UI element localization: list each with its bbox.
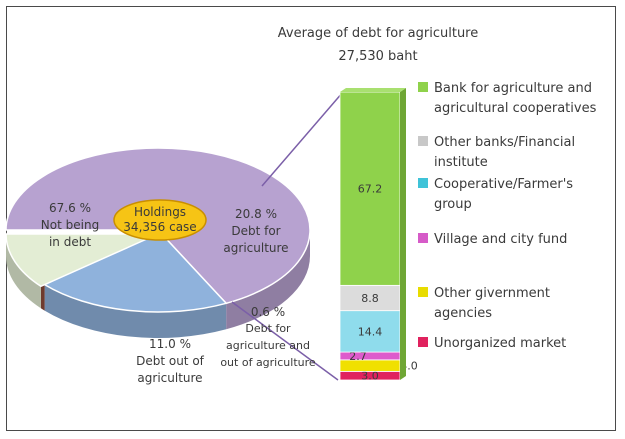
pie-side-not_debt: [226, 230, 310, 330]
chart-frame: [6, 6, 616, 431]
bar-label-0: 3.0: [361, 370, 379, 383]
pie-value-out: 11.0 %: [149, 337, 191, 351]
pie-value-not_debt: 67.6 %: [49, 201, 91, 215]
legend-swatch-2: [418, 178, 428, 188]
legend-swatch-0: [418, 82, 428, 92]
pie-label-out-2: agriculture: [137, 371, 202, 385]
legend-label-5-1: Unorganized market: [434, 336, 566, 351]
pie-center-oval: [113, 199, 207, 241]
legend-label-0-1: Bank for agriculture and: [434, 81, 592, 96]
pie-center-label-line2: 34,356 case: [123, 220, 196, 234]
bar-chart-title: Average of debt for agriculture: [278, 26, 478, 41]
bar-label-4: 8.8: [361, 292, 379, 305]
connector-line-top: [261, 91, 344, 187]
legend-label-0-2: agricultural cooperatives: [434, 101, 597, 116]
pie-label-not_debt-2: in debt: [49, 235, 91, 249]
pie-side-both: [40, 282, 45, 311]
legend-swatch-5: [418, 337, 428, 347]
legend-swatch-4: [418, 287, 428, 297]
bar-segment-4: [339, 284, 401, 312]
pie-label-both-3: out of agriculture: [220, 356, 316, 369]
legend-label-1-1: Other banks/Financial: [434, 135, 575, 150]
legend-label-2-1: Cooperative/Farmer's: [434, 177, 573, 192]
bar-label-3: 14.4: [358, 325, 383, 338]
pie-slice-out: [5, 233, 159, 288]
pie-label-both-1: Debt for: [245, 322, 291, 335]
pie-value-agri: 20.8 %: [235, 207, 277, 221]
legend-swatch-3: [418, 233, 428, 243]
connector-line-bottom: [231, 301, 339, 381]
legend-swatch-1: [418, 136, 428, 146]
pie-label-out-1: Debt out of: [136, 354, 205, 368]
bar-segment-5: [339, 91, 401, 286]
bar-top-face: [340, 88, 406, 92]
bar-chart-subtitle: 27,530 baht: [338, 49, 417, 64]
bar-legend: Bank for agriculture and agricultural coo…: [418, 81, 597, 351]
pie-label-agri-2: agriculture: [223, 241, 288, 255]
legend-label-4-1: Other givernment: [434, 286, 550, 301]
bar-label-5: 67.2: [358, 183, 383, 196]
stacked-bar-chart: 3.04.02.714.48.867.2: [339, 88, 418, 383]
pie-center-label-line1: Holdings: [134, 205, 186, 219]
bar-side-face: [400, 88, 406, 380]
legend-label-3-1: Village and city fund: [434, 232, 567, 247]
pie-label-both-2: agriculture and: [226, 339, 310, 352]
pie-label-not_debt-1: Not being: [41, 218, 99, 232]
legend-label-4-2: agencies: [434, 306, 492, 321]
legend-label-2-2: group: [434, 197, 472, 212]
pie-slice-agri: [43, 229, 228, 313]
bar-segment-3: [339, 310, 401, 353]
pie-value-both: 0.6 %: [251, 305, 285, 319]
bar-label-2: 2.7: [349, 350, 367, 363]
pie-label-agri-1: Debt for: [231, 224, 280, 238]
legend-label-1-2: institute: [434, 155, 488, 170]
